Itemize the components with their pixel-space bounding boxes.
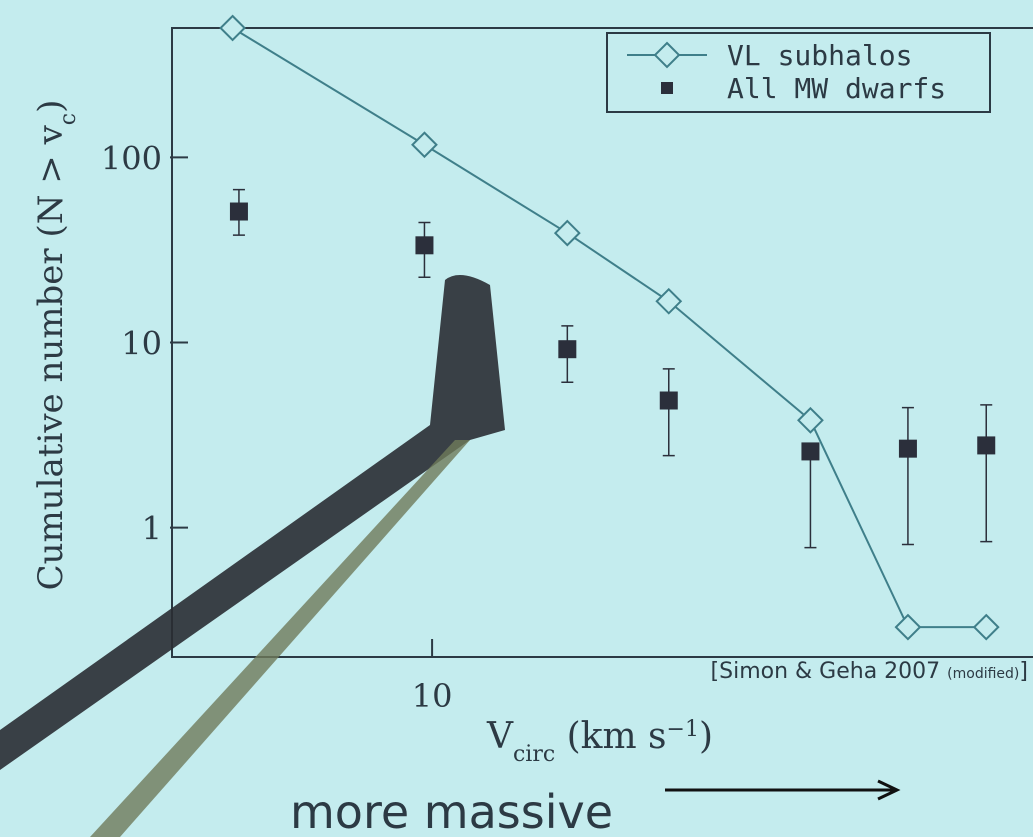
legend-label: All MW dwarfs	[727, 72, 946, 105]
source-part: ]	[1019, 659, 1028, 684]
diamond-marker	[894, 613, 922, 641]
error-bar	[662, 368, 675, 457]
legend-label: VL subhalos	[727, 39, 912, 72]
square-marker	[229, 202, 248, 221]
square-marker	[659, 391, 678, 410]
y-axis-label: Cumulative number (N > vc)	[31, 100, 81, 591]
legend-marker	[653, 41, 681, 69]
square-marker	[977, 436, 996, 455]
diamond-marker	[797, 406, 824, 434]
x-axis-label-part: circ	[513, 742, 555, 767]
diamond-marker	[655, 287, 683, 315]
square-marker	[558, 340, 577, 359]
x-axis-label: Vcirc (km s−1)	[486, 716, 713, 767]
source-part: (modified)	[947, 666, 1019, 682]
legend-marker	[661, 82, 673, 94]
y-axis-label-part: Cumulative number (N > v	[31, 124, 71, 590]
diamond-marker	[411, 131, 438, 159]
source-part: [Simon & Geha 2007	[711, 659, 948, 684]
x-tick-label: 10	[412, 677, 453, 715]
error-bar	[901, 406, 914, 546]
x-axis-label-part: (km s	[555, 716, 666, 757]
diamond-marker	[972, 613, 1000, 641]
y-axis-label-part: c	[56, 113, 81, 125]
error-bar	[980, 404, 993, 543]
diamond-marker	[553, 219, 581, 247]
square-marker	[415, 236, 434, 255]
y-tick-label: 100	[101, 139, 162, 177]
square-marker	[898, 439, 917, 458]
arrow	[665, 779, 901, 801]
diamond-marker	[219, 14, 246, 42]
y-axis-label-part: )	[31, 100, 71, 113]
pointer-stick	[0, 275, 505, 837]
x-axis-label-part: )	[699, 716, 713, 757]
x-axis-label-part: −1	[667, 717, 699, 742]
x-axis-label-part: V	[486, 716, 514, 757]
annotation: more massive	[290, 785, 613, 837]
y-tick-label: 1	[142, 510, 162, 548]
y-tick-label: 10	[121, 325, 162, 363]
square-marker	[801, 442, 820, 461]
source-note: [Simon & Geha 2007 (modified)]	[711, 659, 1028, 684]
